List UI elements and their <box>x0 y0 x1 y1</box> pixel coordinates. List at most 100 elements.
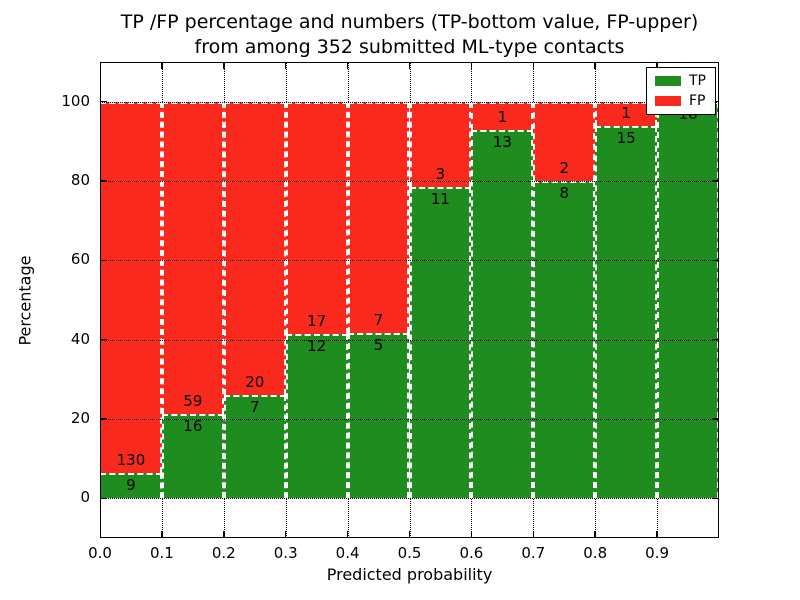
legend-swatch-fp <box>655 96 681 106</box>
fp-count-label: 1 <box>497 108 508 126</box>
fp-count-label: 1 <box>621 104 631 123</box>
x-tick-mark <box>532 531 535 538</box>
y-tick-mark <box>100 338 107 341</box>
fp-count-label: 17 <box>307 312 327 331</box>
x-tick-mark <box>594 531 596 538</box>
plot-area: 130959162071712753111132811516 <box>100 62 719 538</box>
y-tick-mark <box>712 259 719 262</box>
horizontal-gridline <box>100 260 719 262</box>
y-tick-mark <box>712 497 719 500</box>
x-tick-label: 0.4 <box>335 544 360 562</box>
x-tick-label: 0.0 <box>88 544 112 562</box>
tp-bar-segment <box>471 130 534 499</box>
chart-title-line1: TP /FP percentage and numbers (TP-bottom… <box>120 11 699 33</box>
legend-swatch-tp <box>655 76 681 86</box>
y-tick-label: 100 <box>61 91 90 110</box>
tp-count-label: 11 <box>430 189 450 208</box>
tp-bar-segment <box>161 413 224 499</box>
tp-count-label: 12 <box>307 337 327 356</box>
y-axis-label: Percentage <box>15 255 35 346</box>
legend-entry: FP <box>655 94 706 108</box>
fp-count-label: 130 <box>116 450 146 469</box>
tp-bar-segment <box>347 333 410 499</box>
y-tick-label: 60 <box>70 250 90 269</box>
x-tick-label: 0.9 <box>645 544 670 562</box>
tp-bar-segment <box>409 186 472 499</box>
chart-title-line2: from among 352 submitted ML-type contact… <box>194 36 625 59</box>
x-tick-mark <box>284 62 287 69</box>
x-tick-mark <box>656 531 658 538</box>
y-tick-label: 40 <box>70 329 90 348</box>
x-tick-mark <box>346 62 349 69</box>
x-tick-label: 0.7 <box>521 544 546 562</box>
horizontal-gridline <box>100 339 719 341</box>
y-tick-mark <box>100 497 107 500</box>
y-tick-mark <box>100 418 107 420</box>
legend-entry: TP <box>655 74 706 88</box>
fp-bar-segment <box>223 101 286 396</box>
fp-count-label: 20 <box>245 373 265 392</box>
fp-count-label: 7 <box>373 311 384 330</box>
y-tick-mark <box>712 338 719 341</box>
legend-label-fp: FP <box>689 93 706 109</box>
x-tick-label: 0.3 <box>273 544 298 562</box>
x-tick-mark <box>408 531 411 538</box>
horizontal-gridline <box>100 101 719 103</box>
fp-bar-segment <box>347 101 410 334</box>
y-tick-mark <box>100 180 107 182</box>
x-tick-mark <box>161 531 163 538</box>
tp-count-label: 9 <box>126 475 136 494</box>
tp-bar-segment <box>285 334 348 499</box>
fp-bar-segment <box>533 101 596 181</box>
horizontal-gridline <box>100 498 719 500</box>
chart-title: TP /FP percentage and numbers (TP-bottom… <box>100 10 719 60</box>
legend-label-tp: TP <box>689 73 706 89</box>
y-tick-mark <box>712 418 719 420</box>
y-tick-label: 0 <box>80 488 90 507</box>
fp-count-label: 59 <box>183 391 203 410</box>
x-tick-mark <box>470 531 473 538</box>
y-tick-label: 80 <box>70 171 90 189</box>
fp-bar-segment <box>409 101 472 187</box>
y-tick-mark <box>100 100 107 103</box>
fp-bar-segment <box>161 101 224 414</box>
y-tick-label: 20 <box>70 409 90 427</box>
fp-bar-segment <box>285 101 348 335</box>
x-tick-mark <box>284 531 287 538</box>
horizontal-gridline <box>100 181 719 182</box>
x-tick-label: 0.2 <box>211 544 236 562</box>
x-tick-mark <box>656 62 658 69</box>
horizontal-gridline <box>100 419 719 420</box>
fp-count-label: 2 <box>559 159 570 177</box>
x-tick-label: 0.1 <box>149 544 174 562</box>
fp-bar-segment <box>100 101 162 473</box>
x-tick-mark <box>346 531 349 538</box>
x-tick-mark <box>532 62 535 69</box>
x-tick-label: 0.5 <box>397 544 422 562</box>
fp-bar-segment <box>471 101 534 130</box>
x-tick-mark <box>223 531 225 538</box>
x-axis-label: Predicted probability <box>326 565 493 584</box>
fp-count-label: 3 <box>435 164 446 183</box>
tp-count-label: 13 <box>492 133 512 151</box>
tp-bar-segment <box>100 472 162 499</box>
x-tick-mark <box>470 62 473 69</box>
x-tick-mark <box>408 62 411 69</box>
tp-bar-segment <box>223 395 286 499</box>
x-tick-mark <box>594 62 596 69</box>
tp-count-label: 7 <box>249 398 260 417</box>
x-tick-mark <box>161 62 163 69</box>
tp-count-label: 8 <box>559 184 570 202</box>
x-tick-label: 0.6 <box>459 544 484 562</box>
tp-bar-segment <box>595 126 658 499</box>
tp-bar-segment <box>657 101 719 499</box>
legend: TP FP <box>646 67 716 115</box>
y-tick-mark <box>100 259 107 262</box>
tp-count-label: 15 <box>616 129 636 148</box>
tp-count-label: 16 <box>183 416 203 435</box>
y-tick-mark <box>712 180 719 182</box>
x-tick-label: 0.8 <box>583 544 608 562</box>
tp-count-label: 5 <box>373 336 384 355</box>
x-tick-mark <box>223 62 225 69</box>
